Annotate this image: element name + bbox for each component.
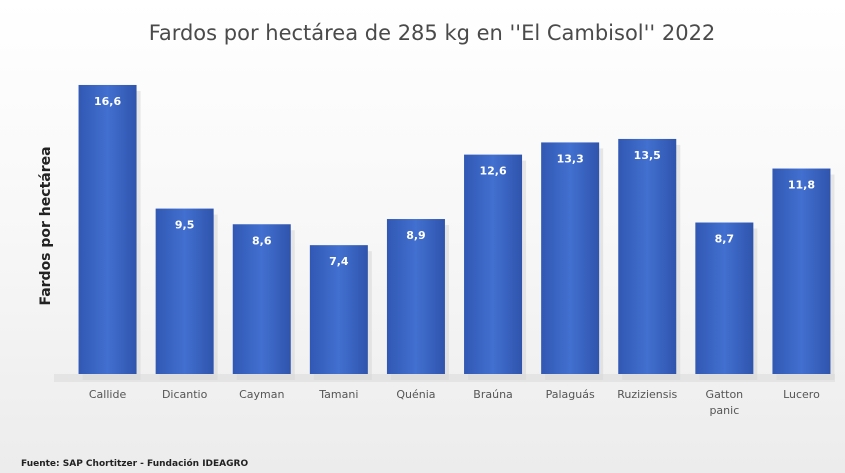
data-label: 13,3 [557,152,584,165]
bar-cayman [232,224,291,374]
category-label: Ruziziensis [617,388,677,401]
bar-braúna [464,154,523,374]
bar-gatton-panic [695,222,754,374]
data-label: 11,8 [788,179,815,192]
bar-callide [78,84,137,374]
data-label: 16,6 [94,95,121,108]
category-label: Braúna [473,388,513,401]
y-axis-label: Fardos por hectárea [38,146,54,305]
chart-title: Fardos por hectárea de 285 kg en ''El Ca… [149,21,716,45]
source-note: Fuente: SAP Chortitzer - Fundación IDEAG… [21,458,248,469]
category-label: Callide [89,388,127,401]
data-labels-group: 16,6 9,5 8,6 7,4 8,9 12,6 13,3 13,5 8,7 11,8 [94,95,815,268]
category-label: Gatton [706,388,744,401]
category-label: Tamani [318,388,358,401]
category-label: Cayman [239,388,284,401]
data-label: 8,6 [252,234,272,247]
bars-group [54,84,835,382]
category-labels-group: Callide Dicantio Cayman Tamani Quénia Braúna P… [89,388,820,417]
data-label: 7,4 [329,255,349,268]
data-label: 12,6 [479,165,506,178]
category-label: Lucero [783,388,820,401]
bar-palaguás [541,142,600,374]
bar-tamani [309,245,368,374]
bar-lucero [772,168,831,374]
data-label: 9,5 [175,219,195,232]
category-label: Quénia [396,388,435,401]
bar-quénia [386,219,445,374]
category-label: Dicantio [162,388,208,401]
category-label: panic [709,404,739,417]
bar-dicantio [155,208,214,374]
data-label: 13,5 [634,149,661,162]
category-label: Palaguás [546,388,595,401]
bar-ruziziensis [618,138,677,374]
data-label: 8,9 [406,229,426,242]
data-label: 8,7 [715,233,735,246]
